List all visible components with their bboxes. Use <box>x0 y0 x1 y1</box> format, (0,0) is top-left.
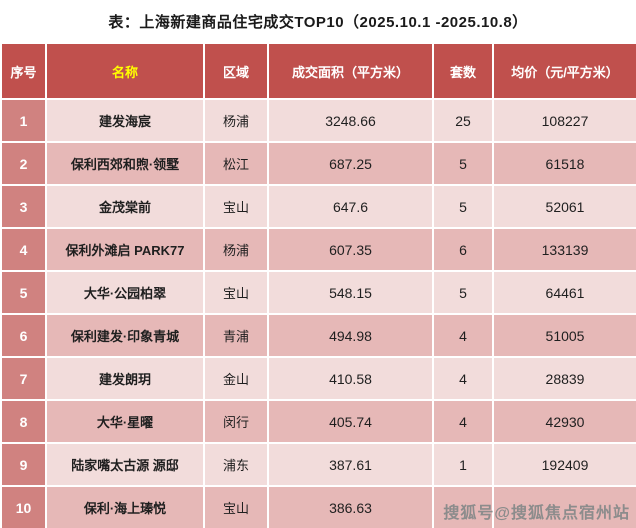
table-row: 2 保利西郊和煦·领墅 松江 687.25 5 61518 <box>0 141 636 186</box>
row-index: 6 <box>0 313 47 358</box>
units-cell: 25 <box>432 98 494 143</box>
price-cell: 192409 <box>492 442 636 487</box>
header-district: 区域 <box>203 42 269 100</box>
table-row: 10 保利·海上瑧悦 宝山 386.63 <box>0 485 636 528</box>
top10-table: 序号 名称 区域 成交面积（平方米） 套数 均价（元/平方米） 1 建发海宸 杨… <box>0 42 636 528</box>
units-cell: 6 <box>432 227 494 272</box>
units-cell <box>432 485 494 528</box>
area-cell: 3248.66 <box>267 98 434 143</box>
units-cell: 5 <box>432 141 494 186</box>
district-cell: 松江 <box>203 141 269 186</box>
district-cell: 杨浦 <box>203 98 269 143</box>
table-row: 1 建发海宸 杨浦 3248.66 25 108227 <box>0 98 636 143</box>
units-cell: 4 <box>432 313 494 358</box>
area-cell: 607.35 <box>267 227 434 272</box>
price-cell: 108227 <box>492 98 636 143</box>
table-row: 7 建发朗玥 金山 410.58 4 28839 <box>0 356 636 401</box>
table-row: 5 大华·公园柏翠 宝山 548.15 5 64461 <box>0 270 636 315</box>
area-cell: 410.58 <box>267 356 434 401</box>
project-name: 大华·星曜 <box>45 399 205 444</box>
area-cell: 647.6 <box>267 184 434 229</box>
district-cell: 金山 <box>203 356 269 401</box>
price-cell: 51005 <box>492 313 636 358</box>
project-name: 保利建发·印象青城 <box>45 313 205 358</box>
district-cell: 浦东 <box>203 442 269 487</box>
district-cell: 宝山 <box>203 270 269 315</box>
units-cell: 4 <box>432 356 494 401</box>
area-cell: 548.15 <box>267 270 434 315</box>
district-cell: 宝山 <box>203 184 269 229</box>
project-name: 建发海宸 <box>45 98 205 143</box>
units-cell: 5 <box>432 270 494 315</box>
table-title: 表：上海新建商品住宅成交TOP10（2025.10.1 -2025.10.8） <box>108 13 528 31</box>
header-units: 套数 <box>432 42 494 100</box>
price-cell: 42930 <box>492 399 636 444</box>
units-cell: 4 <box>432 399 494 444</box>
row-index: 3 <box>0 184 47 229</box>
price-cell: 52061 <box>492 184 636 229</box>
row-index: 2 <box>0 141 47 186</box>
price-cell <box>492 485 636 528</box>
table-row: 9 陆家嘴太古源 源邸 浦东 387.61 1 192409 <box>0 442 636 487</box>
area-cell: 494.98 <box>267 313 434 358</box>
table-row: 4 保利外滩启 PARK77 杨浦 607.35 6 133139 <box>0 227 636 272</box>
project-name: 大华·公园柏翠 <box>45 270 205 315</box>
district-cell: 闵行 <box>203 399 269 444</box>
header-row: 序号 名称 区域 成交面积（平方米） 套数 均价（元/平方米） <box>0 42 636 100</box>
area-cell: 386.63 <box>267 485 434 528</box>
district-cell: 杨浦 <box>203 227 269 272</box>
row-index: 9 <box>0 442 47 487</box>
row-index: 7 <box>0 356 47 401</box>
area-cell: 405.74 <box>267 399 434 444</box>
project-name: 建发朗玥 <box>45 356 205 401</box>
price-cell: 28839 <box>492 356 636 401</box>
table-row: 6 保利建发·印象青城 青浦 494.98 4 51005 <box>0 313 636 358</box>
row-index: 4 <box>0 227 47 272</box>
district-cell: 青浦 <box>203 313 269 358</box>
header-no: 序号 <box>0 42 47 100</box>
project-name: 保利西郊和煦·领墅 <box>45 141 205 186</box>
price-cell: 133139 <box>492 227 636 272</box>
project-name: 保利外滩启 PARK77 <box>45 227 205 272</box>
header-name: 名称 <box>45 42 205 100</box>
price-cell: 61518 <box>492 141 636 186</box>
district-cell: 宝山 <box>203 485 269 528</box>
table-row: 3 金茂棠前 宝山 647.6 5 52061 <box>0 184 636 229</box>
table-row: 8 大华·星曜 闵行 405.74 4 42930 <box>0 399 636 444</box>
row-index: 10 <box>0 485 47 528</box>
price-cell: 64461 <box>492 270 636 315</box>
project-name: 陆家嘴太古源 源邸 <box>45 442 205 487</box>
header-area: 成交面积（平方米） <box>267 42 434 100</box>
units-cell: 5 <box>432 184 494 229</box>
row-index: 5 <box>0 270 47 315</box>
project-name: 保利·海上瑧悦 <box>45 485 205 528</box>
area-cell: 387.61 <box>267 442 434 487</box>
area-cell: 687.25 <box>267 141 434 186</box>
units-cell: 1 <box>432 442 494 487</box>
row-index: 8 <box>0 399 47 444</box>
header-price: 均价（元/平方米） <box>492 42 636 100</box>
row-index: 1 <box>0 98 47 143</box>
project-name: 金茂棠前 <box>45 184 205 229</box>
